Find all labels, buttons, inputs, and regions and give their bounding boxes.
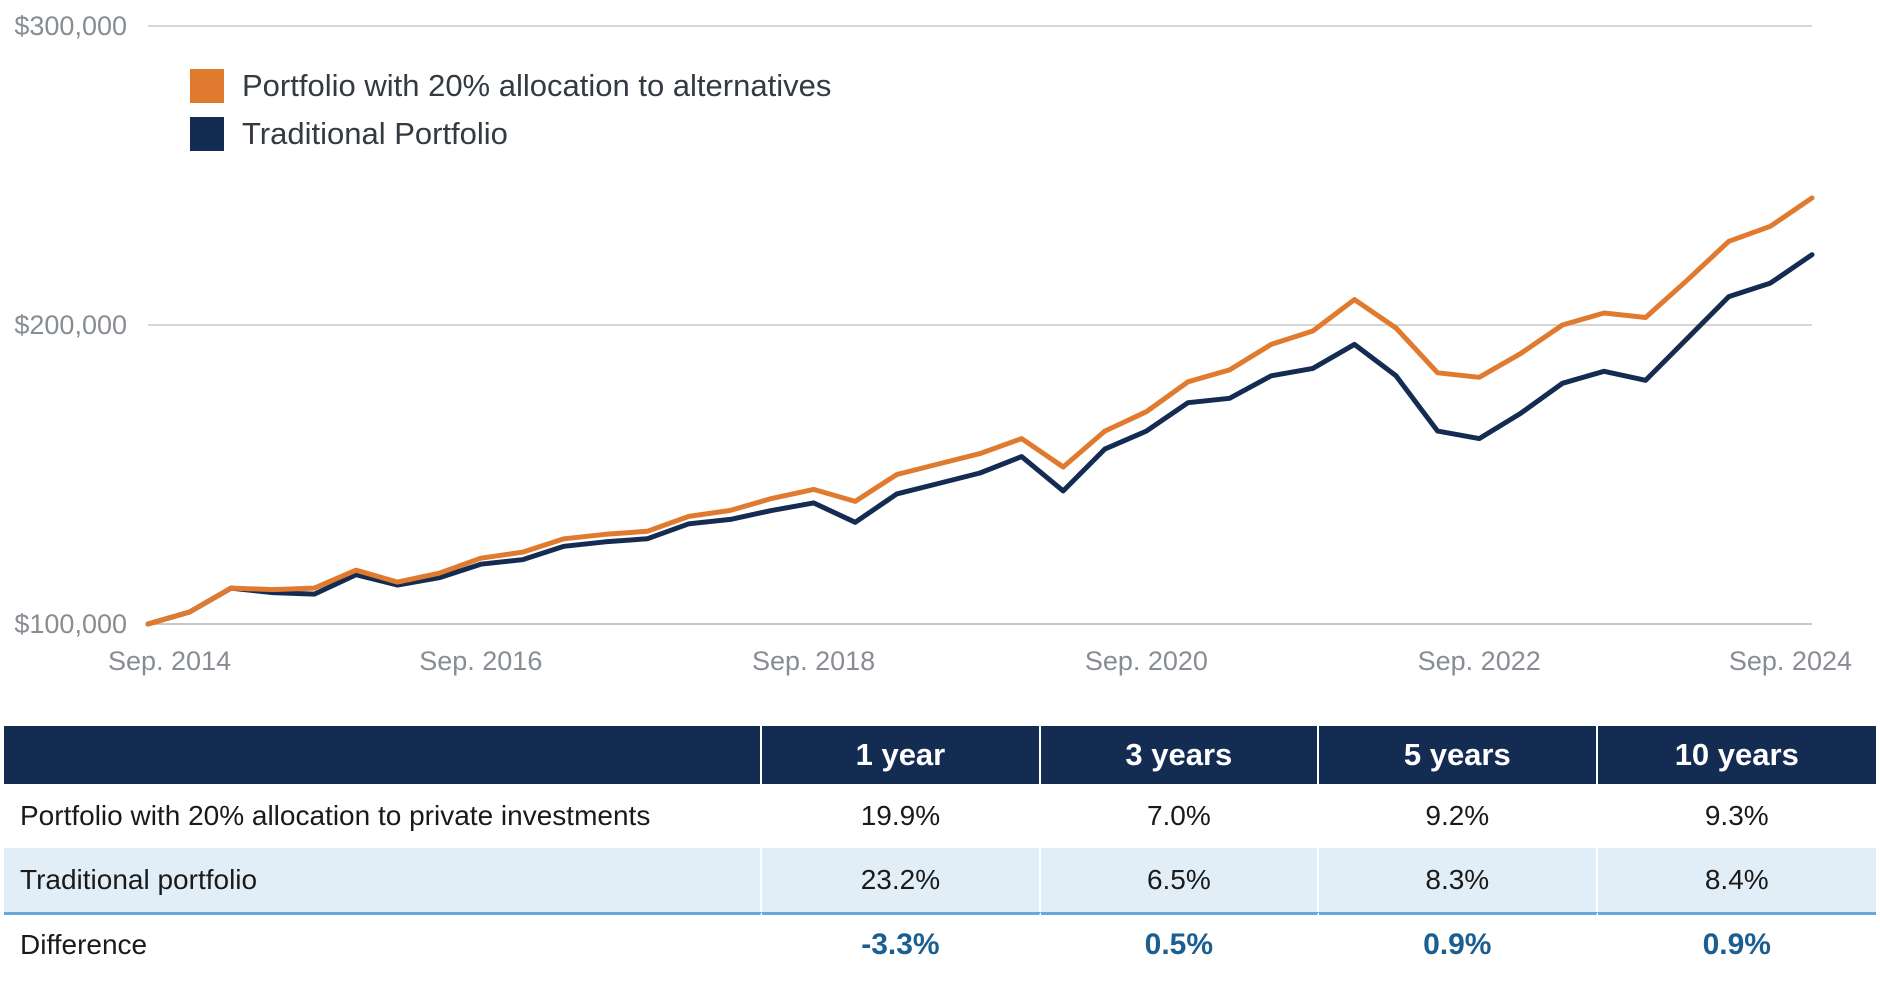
chart-legend: Portfolio with 20% allocation to alterna… (190, 62, 831, 158)
x-tick-label: Sep. 2022 (1418, 646, 1541, 676)
x-axis-ticks: Sep. 2014 Sep. 2016 Sep. 2018 Sep. 2020 Sep.… (108, 646, 1852, 676)
y-tick-label: $300,000 (14, 11, 127, 41)
x-tick-label: Sep. 2016 (419, 646, 542, 676)
table-header-row: 1 year 3 years 5 years 10 years (4, 726, 1876, 784)
x-tick-label: Sep. 2014 (108, 646, 231, 676)
cell-5-years: 0.9% (1319, 912, 1598, 974)
table-header-10-years: 10 years (1597, 726, 1876, 784)
legend-item-traditional: Traditional Portfolio (190, 110, 831, 158)
table-header-5-years: 5 years (1319, 726, 1598, 784)
row-label: Portfolio with 20% allocation to private… (4, 784, 763, 848)
cell-1-year: 19.9% (762, 784, 1041, 848)
cell-3-years: 6.5% (1040, 848, 1320, 912)
cell-3-years: 7.0% (1041, 784, 1320, 848)
x-tick-label: Sep. 2024 (1729, 646, 1852, 676)
row-label: Difference (4, 912, 763, 974)
cell-5-years: 9.2% (1319, 784, 1598, 848)
legend-item-alternatives: Portfolio with 20% allocation to alterna… (190, 62, 831, 110)
cell-1-year: -3.3% (762, 912, 1041, 974)
legend-label-alternatives: Portfolio with 20% allocation to alterna… (242, 68, 832, 103)
table-row-private-investments: Portfolio with 20% allocation to private… (4, 784, 1876, 848)
cell-10-years: 9.3% (1704, 800, 1769, 831)
table-header-1-year: 1 year (762, 726, 1041, 784)
cell-3-years: 0.5% (1040, 912, 1320, 974)
x-tick-label: Sep. 2018 (752, 646, 875, 676)
cell-10-years: 0.9% (1597, 912, 1876, 974)
table-row-traditional: Traditional portfolio 23.2% 6.5% 8.3% 8.… (4, 848, 1876, 912)
table-header-label (4, 726, 763, 784)
x-tick-label: Sep. 2020 (1085, 646, 1208, 676)
series-line-traditional (145, 252, 1815, 627)
y-tick-label: $100,000 (14, 609, 127, 639)
table-header-3-years: 3 years (1040, 726, 1320, 784)
cell-1-year: 23.2% (762, 848, 1041, 912)
chart-canvas: $300,000$200,000$100,000 Sep. 2014 Sep. 2… (14, 11, 1852, 676)
performance-chart: $300,000 $200,000 $100,000 Sep. 2014 Sep. 2… (14, 11, 1852, 676)
returns-table: 1 year 3 years 5 years 10 years Portfoli… (4, 726, 1876, 974)
row-label: Traditional portfolio (4, 848, 763, 912)
legend-label-traditional: Traditional Portfolio (242, 116, 508, 151)
table-row-difference: Difference -3.3% 0.5% 0.9% 0.9% (4, 912, 1876, 974)
cell-5-years: 8.3% (1319, 848, 1598, 912)
y-axis-ticks: $300,000 $200,000 $100,000 (14, 11, 127, 639)
cell-10-years: 8.4% (1597, 848, 1876, 912)
legend-swatch-alternatives (190, 69, 224, 103)
grid-lines (148, 25, 1812, 625)
series-line-alternatives (145, 195, 1815, 627)
y-tick-label: $200,000 (14, 310, 127, 340)
legend-swatch-traditional (190, 117, 224, 151)
series-lines (145, 195, 1815, 627)
